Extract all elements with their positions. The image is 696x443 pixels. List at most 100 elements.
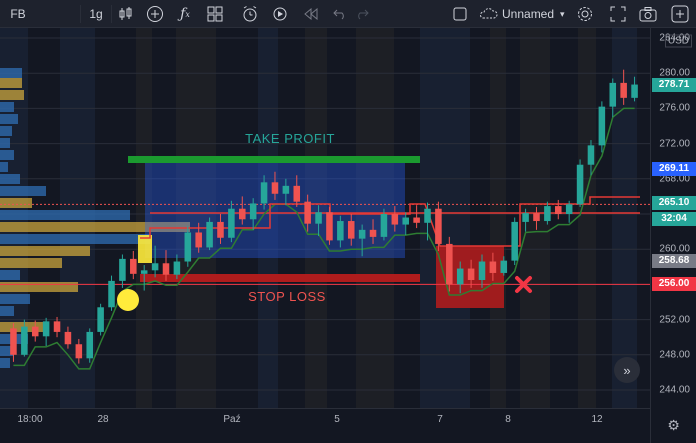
scroll-to-realtime-button[interactable]: » — [614, 357, 640, 383]
snapshot-icon[interactable] — [637, 0, 659, 28]
candle-body — [489, 261, 497, 273]
candle-body — [228, 208, 235, 238]
candle-body — [206, 221, 213, 248]
candle-body — [293, 185, 301, 202]
price-tick: 260.00 — [659, 243, 690, 255]
price-badge: 256.00 — [652, 277, 696, 292]
replay-icon[interactable] — [268, 0, 292, 28]
candle-body — [609, 82, 617, 107]
volume-profile-row — [0, 126, 12, 136]
session-band — [490, 28, 506, 408]
candle-body — [478, 261, 486, 280]
candle-body — [97, 307, 104, 332]
candle-body — [424, 208, 431, 223]
volume-profile-row — [0, 78, 22, 88]
session-band — [578, 28, 596, 408]
candle-body — [108, 280, 115, 308]
redo-icon[interactable] — [352, 0, 372, 28]
double-chevron-right-icon: » — [623, 362, 631, 378]
candle-body — [435, 208, 442, 244]
price-tick: 252.00 — [659, 314, 690, 326]
layout-square-icon[interactable] — [450, 0, 470, 28]
candle-body — [86, 331, 93, 359]
volume-profile-row — [0, 282, 78, 292]
price-tick: 280.00 — [659, 67, 690, 79]
time-tick: 12 — [591, 414, 603, 425]
rewind-icon[interactable] — [301, 0, 321, 28]
candle-body — [337, 221, 344, 241]
trailing-stop-line — [13, 107, 635, 370]
stop-loss-label: STOP LOSS — [248, 289, 326, 304]
entry-signal-marker — [117, 289, 139, 311]
candle-body — [239, 208, 246, 220]
candle-body — [544, 206, 551, 222]
candle-body — [249, 203, 257, 220]
price-badge: 258.68 — [652, 253, 696, 268]
volume-profile-row — [0, 246, 90, 256]
volume-profile-row — [0, 102, 14, 112]
candle-body — [620, 82, 627, 98]
time-tick: 18:00 — [17, 414, 43, 425]
volume-profile-row — [0, 138, 10, 148]
candle-body — [598, 106, 606, 146]
chevron-down-icon: ▾ — [560, 8, 565, 19]
volume-profile-row — [0, 222, 190, 232]
candle-body — [21, 326, 28, 355]
volume-profile-row — [0, 306, 14, 316]
undo-icon[interactable] — [330, 0, 350, 28]
interval-button[interactable]: 1g — [84, 0, 108, 28]
layout-name-button[interactable]: Unnamed ▾ — [478, 0, 570, 28]
volume-profile-row — [0, 186, 46, 196]
fullscreen-icon[interactable] — [607, 0, 629, 28]
axis-settings-icon[interactable]: ⚙ — [650, 408, 696, 443]
candle-body — [533, 213, 540, 222]
candle-body — [304, 201, 311, 224]
price-tick: 268.00 — [659, 173, 690, 185]
candle-body — [140, 270, 148, 274]
separator — [111, 5, 112, 23]
candle-body — [151, 263, 159, 271]
price-tick: 284.00 — [659, 32, 690, 44]
candle-body — [173, 261, 181, 275]
settings-icon[interactable] — [574, 0, 596, 28]
price-badge: 265.10 — [652, 196, 696, 211]
candle-body — [446, 243, 453, 285]
time-tick: 7 — [437, 414, 443, 425]
session-band — [356, 28, 394, 408]
candle-body — [10, 328, 17, 355]
chart-pane[interactable] — [0, 28, 650, 408]
candles-icon[interactable] — [114, 0, 138, 28]
price-tick: 248.00 — [659, 349, 690, 361]
candle-body — [64, 331, 72, 345]
candle-body — [217, 221, 224, 238]
candle-body — [587, 145, 595, 165]
currency-label[interactable]: USD — [664, 34, 692, 48]
time-tick: Paź — [223, 414, 241, 425]
volume-profile-row — [0, 150, 14, 160]
price-axis[interactable]: 284.00280.00276.00272.00268.00265.00260.… — [650, 28, 696, 408]
add-icon[interactable] — [668, 0, 692, 28]
candle-body — [467, 268, 475, 280]
price-badge: 32:04 — [652, 212, 696, 227]
candle-body — [326, 212, 333, 241]
candle-body — [315, 212, 322, 224]
candle-body — [565, 204, 573, 214]
candle-body — [631, 84, 638, 98]
candle-body — [391, 214, 399, 225]
interval-label: 1g — [89, 7, 103, 21]
candle-body — [347, 221, 355, 239]
time-axis[interactable]: 18:00 28 Paź 5 7 8 12 — [0, 408, 650, 443]
candle-body — [31, 326, 39, 337]
take-profit-label: TAKE PROFIT — [245, 131, 335, 146]
templates-icon[interactable] — [203, 0, 227, 28]
volume-profile-row — [0, 270, 20, 280]
candle-body — [130, 258, 137, 274]
volume-profile-row — [0, 114, 18, 124]
price-badge: 269.11 — [652, 162, 696, 177]
add-compare-icon[interactable] — [143, 0, 167, 28]
volume-profile-row — [0, 234, 150, 244]
alert-icon[interactable] — [238, 0, 262, 28]
symbol-button[interactable]: FB — [6, 0, 30, 28]
